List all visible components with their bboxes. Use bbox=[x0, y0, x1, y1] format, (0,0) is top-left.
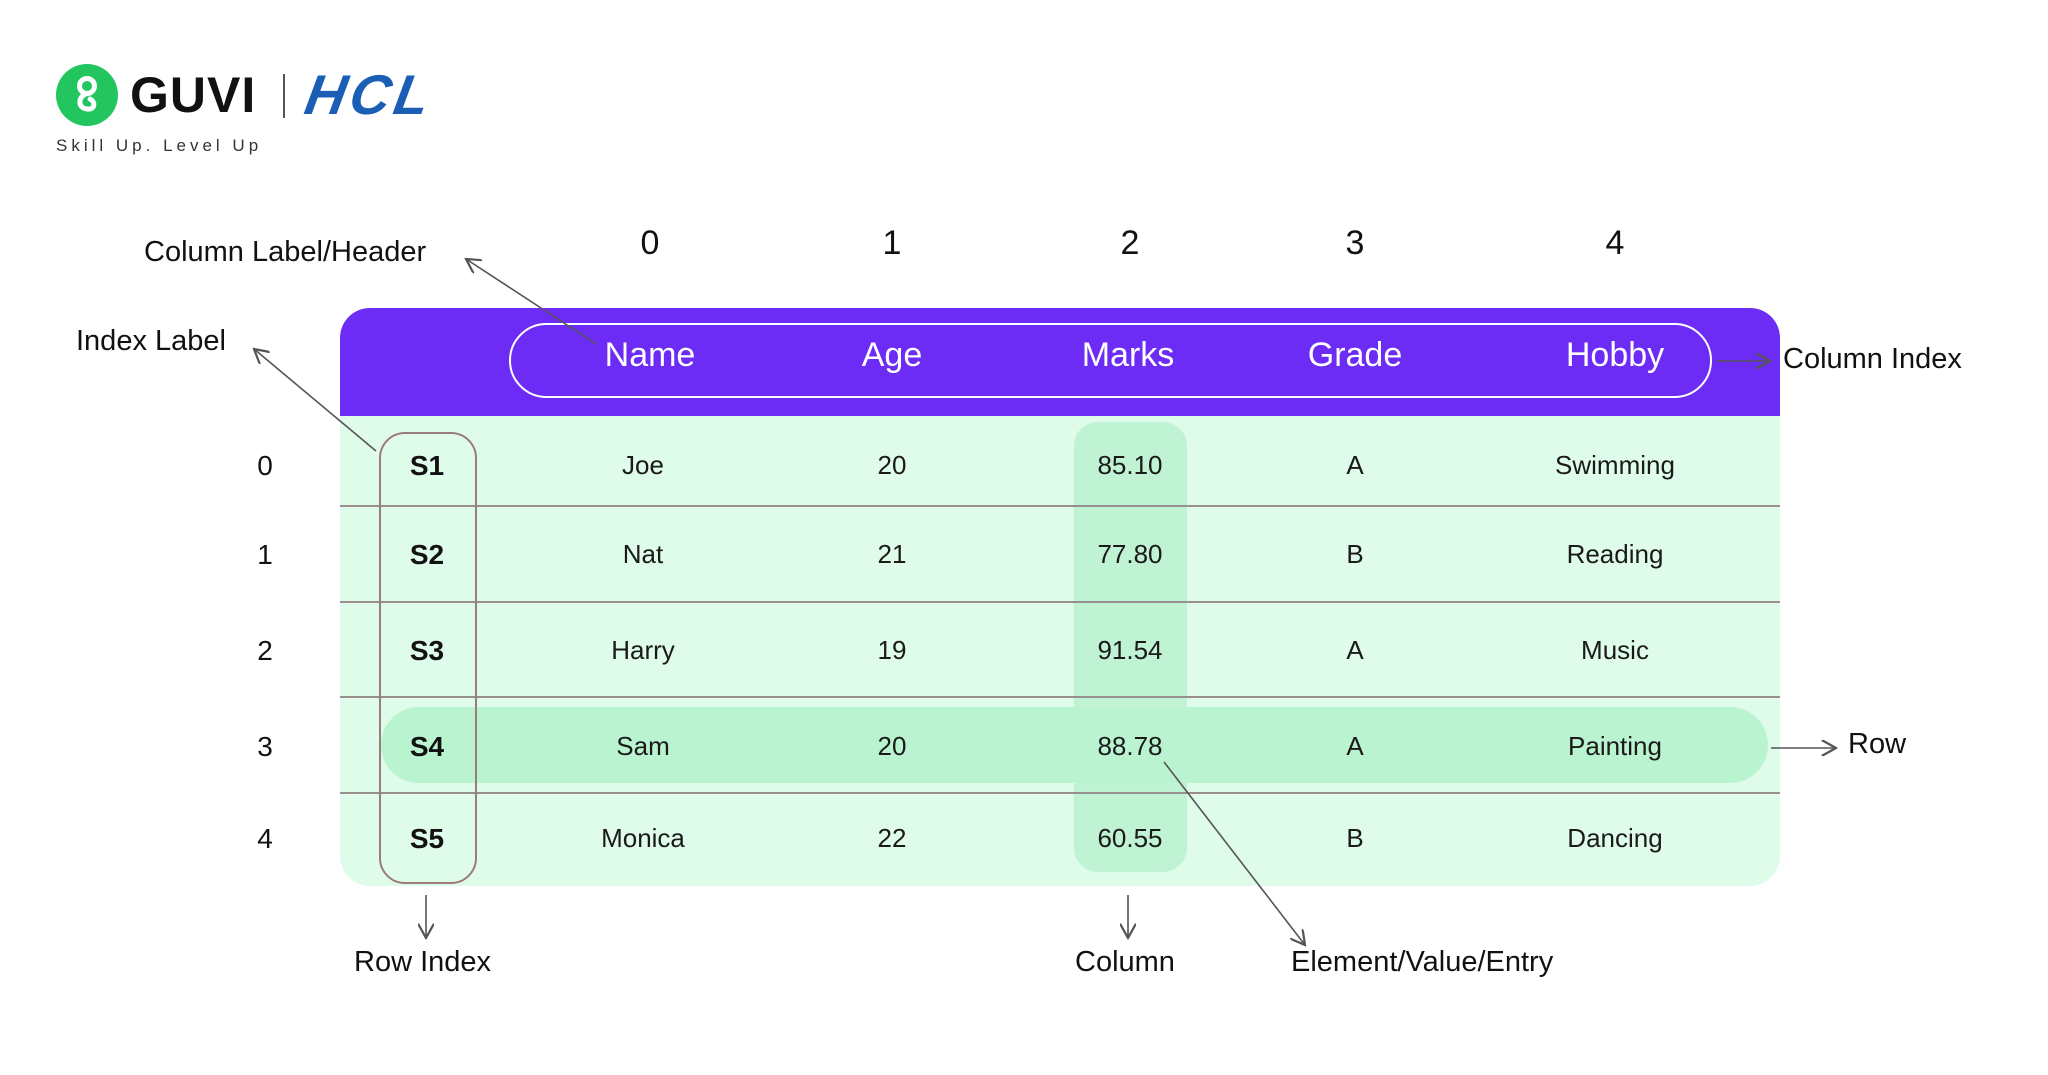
column-index-number: 0 bbox=[640, 224, 660, 262]
annotation-element: Element/Value/Entry bbox=[1291, 946, 1554, 978]
marks-column-highlight bbox=[1074, 422, 1187, 872]
table-cell: B bbox=[1346, 539, 1364, 569]
row-divider bbox=[340, 505, 1780, 507]
table-cell: 60.55 bbox=[1097, 823, 1163, 853]
index-label: S5 bbox=[409, 823, 445, 854]
row-index-number: 4 bbox=[257, 823, 273, 854]
table-cell: Music bbox=[1581, 635, 1649, 665]
table-cell: Painting bbox=[1568, 731, 1662, 761]
index-label: S3 bbox=[409, 635, 445, 666]
annotation-row-index: Row Index bbox=[354, 946, 492, 978]
logo-divider bbox=[283, 74, 285, 118]
table-header-band bbox=[340, 308, 1780, 416]
table-cell: Monica bbox=[601, 823, 685, 853]
logo-tagline: Skill Up. Level Up bbox=[56, 136, 263, 155]
table-cell: A bbox=[1346, 731, 1364, 761]
annotation-column-index: Column Index bbox=[1783, 343, 1962, 375]
row-highlight bbox=[381, 707, 1768, 783]
row-index-number: 1 bbox=[257, 539, 273, 570]
arrow-element bbox=[1163, 761, 1305, 945]
table-cell: Harry bbox=[611, 635, 675, 665]
annotation-column-label-header: Column Label/Header bbox=[144, 236, 427, 268]
table-cell: 85.10 bbox=[1097, 450, 1163, 480]
guvi-logo-icon bbox=[56, 64, 118, 126]
column-header-hobby: Hobby bbox=[1565, 336, 1665, 374]
column-index-number: 3 bbox=[1345, 224, 1365, 262]
annotation-index-label: Index Label bbox=[76, 325, 226, 357]
row-divider bbox=[340, 601, 1780, 603]
arrow-index-label bbox=[254, 349, 377, 452]
table-cell: 77.80 bbox=[1097, 539, 1163, 569]
table-cell: 21 bbox=[877, 539, 907, 569]
column-index-number: 1 bbox=[882, 224, 902, 262]
table-cell: 88.78 bbox=[1097, 731, 1163, 761]
table-cell: A bbox=[1346, 635, 1364, 665]
table-cell: 20 bbox=[877, 450, 907, 480]
table-cell: Swimming bbox=[1555, 450, 1675, 480]
row-index-number: 2 bbox=[257, 635, 273, 666]
column-header-age: Age bbox=[861, 336, 923, 374]
table-cell: Nat bbox=[622, 539, 664, 569]
arrow-column-label-header bbox=[466, 259, 597, 345]
column-header-marks: Marks bbox=[1081, 336, 1175, 374]
row-index-number: 0 bbox=[257, 450, 273, 481]
table-cell: 91.54 bbox=[1097, 635, 1163, 665]
table-cell: Dancing bbox=[1567, 823, 1663, 853]
index-label: S1 bbox=[409, 450, 445, 481]
table-cell: Reading bbox=[1566, 539, 1664, 569]
annotation-column: Column bbox=[1075, 946, 1175, 978]
table-cell: 20 bbox=[877, 731, 907, 761]
table-cell: Sam bbox=[616, 731, 670, 761]
table-cell: B bbox=[1346, 823, 1364, 853]
table-cell: Joe bbox=[622, 450, 664, 480]
index-label: S2 bbox=[409, 539, 445, 570]
table-cell: A bbox=[1346, 450, 1364, 480]
annotation-row: Row bbox=[1848, 728, 1907, 760]
column-index-number: 2 bbox=[1120, 224, 1140, 262]
brand-name: GUVI bbox=[130, 67, 257, 123]
table-cell: 19 bbox=[877, 635, 907, 665]
index-label: S4 bbox=[409, 731, 445, 762]
row-divider bbox=[340, 696, 1780, 698]
table-cell: 22 bbox=[877, 823, 907, 853]
column-header-name: Name bbox=[604, 336, 696, 374]
column-labels-outline bbox=[509, 323, 1712, 398]
column-header-grade: Grade bbox=[1307, 336, 1403, 374]
dataframe-table bbox=[340, 308, 1780, 886]
row-index-number: 3 bbox=[257, 731, 273, 762]
row-divider bbox=[340, 792, 1780, 794]
column-index-number: 4 bbox=[1605, 224, 1625, 262]
index-labels-outline bbox=[379, 432, 477, 884]
